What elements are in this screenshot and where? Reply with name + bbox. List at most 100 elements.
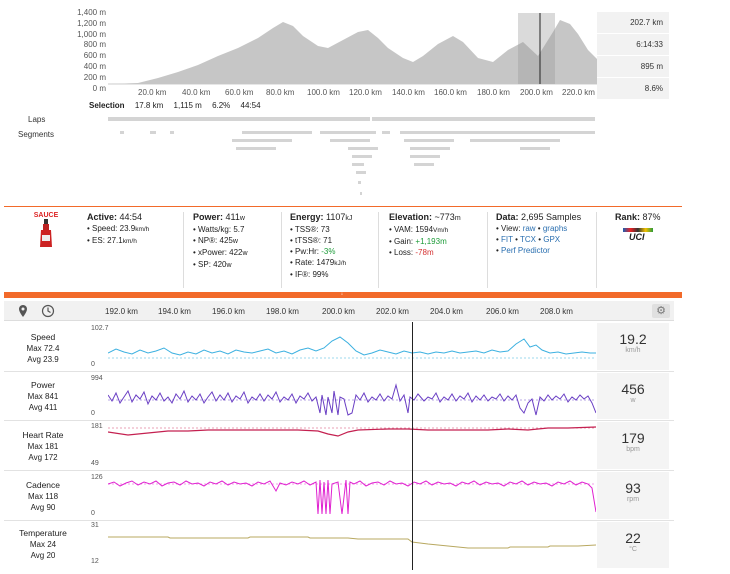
elevation-profile-plot — [108, 13, 598, 85]
segment-bar[interactable] — [170, 131, 174, 134]
segment-bar[interactable] — [150, 131, 156, 134]
x-tick: 100.0 km — [307, 88, 340, 97]
graph-cursor-line[interactable] — [412, 322, 413, 570]
x-tick: 120.0 km — [349, 88, 382, 97]
pwhr-label: • Pw:Hr: — [290, 247, 320, 256]
timeline-tick: 198.0 km — [266, 307, 299, 316]
segment-bar[interactable] — [236, 147, 276, 150]
settings-gear-icon[interactable]: ⚙ — [652, 304, 670, 318]
power-graph[interactable] — [108, 373, 596, 419]
segment-bar[interactable] — [232, 139, 292, 142]
segment-bar[interactable] — [360, 192, 362, 195]
lap-bar[interactable] — [108, 117, 370, 121]
heart-rate-graph[interactable] — [108, 422, 596, 469]
segment-bar[interactable] — [410, 155, 440, 158]
loss-label: • Loss: — [389, 248, 414, 257]
perf-predictor-link[interactable]: Perf Predictor — [501, 246, 550, 255]
total-time: 6:14:33 — [597, 34, 669, 56]
timeline-tick: 208.0 km — [540, 307, 573, 316]
lap-bar[interactable] — [372, 117, 595, 121]
segment-bar[interactable] — [520, 147, 550, 150]
if-label: • IF®: — [290, 270, 311, 279]
fit-link[interactable]: FIT — [501, 235, 513, 244]
segment-bar[interactable] — [120, 131, 124, 134]
y-tick: 0 m — [92, 83, 106, 93]
cadence-graph[interactable] — [108, 472, 596, 519]
active-stats: Active: 44:54 • Speed: 23.9km/h • ES: 27… — [87, 212, 149, 247]
rank-title: Rank: — [615, 212, 641, 222]
if-value: 99% — [312, 270, 329, 279]
power-value: 411 — [225, 212, 240, 222]
raw-link[interactable]: raw — [522, 224, 536, 233]
speed-value: 23.9 — [119, 224, 136, 233]
segment-bar[interactable] — [356, 171, 366, 174]
loss-value: -78m — [415, 248, 434, 257]
rank-value: 87% — [642, 212, 661, 222]
ttss-value: 71 — [323, 236, 333, 245]
timeline-header — [4, 301, 674, 321]
clock-icon[interactable] — [41, 304, 55, 318]
segment-bar[interactable] — [348, 147, 378, 150]
y-tick: 400 m — [83, 61, 106, 71]
panel-resize-handle[interactable]: ⁞ — [4, 290, 682, 298]
current-value: 19.2 — [619, 331, 647, 347]
gpx-link[interactable]: GPX — [543, 235, 561, 244]
vam-label: • VAM: — [389, 225, 413, 234]
sp-value: 420 — [213, 260, 227, 269]
active-title: Active: — [87, 212, 118, 222]
timeline-tick: 194.0 km — [158, 307, 191, 316]
np-label: • NP®: — [193, 236, 218, 245]
segment-bar[interactable] — [410, 147, 450, 150]
segment-bar[interactable] — [404, 139, 454, 142]
segment-bar[interactable] — [242, 131, 312, 134]
speed-graph[interactable] — [108, 323, 596, 370]
selection-gain: 1,115 m — [173, 101, 202, 110]
segment-bar[interactable] — [400, 131, 595, 134]
elevation-title: Elevation: — [389, 212, 433, 222]
pwhr-value: -3% — [321, 247, 336, 256]
rate-value: 1479 — [316, 258, 335, 267]
total-elevation: 895 m — [597, 56, 669, 78]
segment-bar[interactable] — [320, 131, 376, 134]
uci-badge-text: UCI — [629, 232, 645, 242]
temp-axis-bottom: 12 — [91, 558, 99, 565]
tcx-link[interactable]: TCX — [520, 235, 536, 244]
stats-divider — [183, 212, 184, 288]
speed-label: • Speed: — [87, 224, 118, 233]
segment-bar[interactable] — [352, 163, 364, 166]
timeline-tick: 192.0 km — [105, 307, 138, 316]
tss-label: • TSS®: — [290, 225, 319, 234]
stream-avg: Avg 90 — [30, 503, 56, 512]
current-value: 93 — [625, 480, 641, 496]
power-axis-bottom: 0 — [91, 410, 95, 417]
elevation-area — [108, 20, 598, 84]
y-tick: 200 m — [83, 72, 106, 82]
graphs-link[interactable]: graphs — [542, 224, 568, 233]
segment-bar[interactable] — [330, 139, 370, 142]
stats-divider — [281, 212, 282, 288]
segment-bar[interactable] — [358, 181, 361, 184]
selection-label: Selection — [89, 101, 125, 110]
current-unit: rpm — [626, 496, 640, 503]
data-stats: Data: 2,695 Samples • View: raw • graphs… — [496, 212, 582, 255]
temperature-current: 22 °C — [597, 522, 669, 568]
map-pin-icon[interactable] — [16, 304, 30, 318]
selection-distance: 17.8 km — [134, 101, 164, 110]
temperature-graph[interactable] — [108, 522, 596, 568]
segment-bar[interactable] — [352, 155, 372, 158]
rate-unit: kJ/h — [334, 260, 347, 267]
stream-avg: Avg 411 — [28, 403, 58, 412]
segment-bar[interactable] — [382, 131, 390, 134]
current-unit: w — [630, 397, 636, 404]
segment-bar[interactable] — [414, 163, 434, 166]
x-tick: 180.0 km — [477, 88, 510, 97]
stream-name: Heart Rate — [22, 430, 64, 440]
segment-bar[interactable] — [470, 139, 560, 142]
heart-rate-current: 179 bpm — [597, 422, 669, 469]
energy-unit: kJ — [345, 215, 353, 222]
tss-value: 73 — [320, 225, 330, 234]
current-value: 22 — [625, 530, 641, 546]
stats-divider — [487, 212, 488, 288]
speed-axis-top: 102.7 — [91, 325, 109, 332]
stream-name: Cadence — [25, 480, 61, 490]
